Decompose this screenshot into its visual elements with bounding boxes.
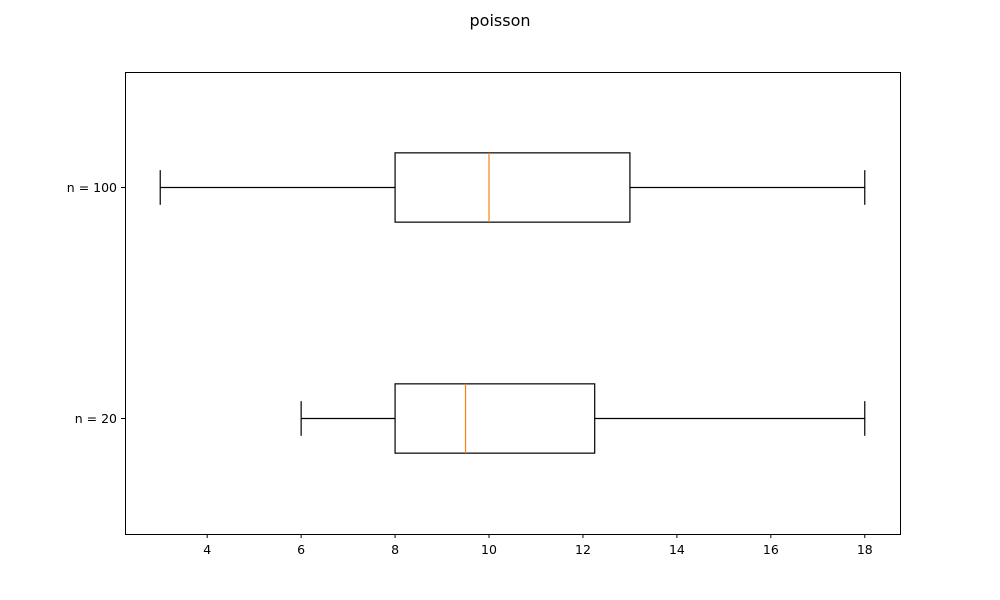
x-axis: 4 6 8 10 12 14 16 18 — [203, 534, 873, 557]
y-tick-label: n = 100 — [67, 180, 117, 195]
x-tick-label: 12 — [575, 542, 591, 557]
x-tick-label: 8 — [391, 542, 399, 557]
x-tick-label: 10 — [481, 542, 497, 557]
y-axis: n = 20 n = 100 — [67, 180, 125, 426]
iqr-box — [394, 383, 596, 454]
boxplot-2 — [159, 152, 866, 223]
chart-title: poisson — [470, 11, 531, 30]
boxplot-1 — [300, 383, 866, 454]
plot-area-frame — [125, 72, 901, 535]
iqr-box — [394, 152, 631, 223]
x-tick-label: 18 — [857, 542, 873, 557]
x-tick-label: 14 — [669, 542, 685, 557]
boxplots — [159, 152, 866, 454]
y-tick-label: n = 20 — [75, 411, 117, 426]
x-tick-label: 6 — [297, 542, 305, 557]
x-tick-label: 4 — [203, 542, 211, 557]
x-tick-label: 16 — [763, 542, 779, 557]
